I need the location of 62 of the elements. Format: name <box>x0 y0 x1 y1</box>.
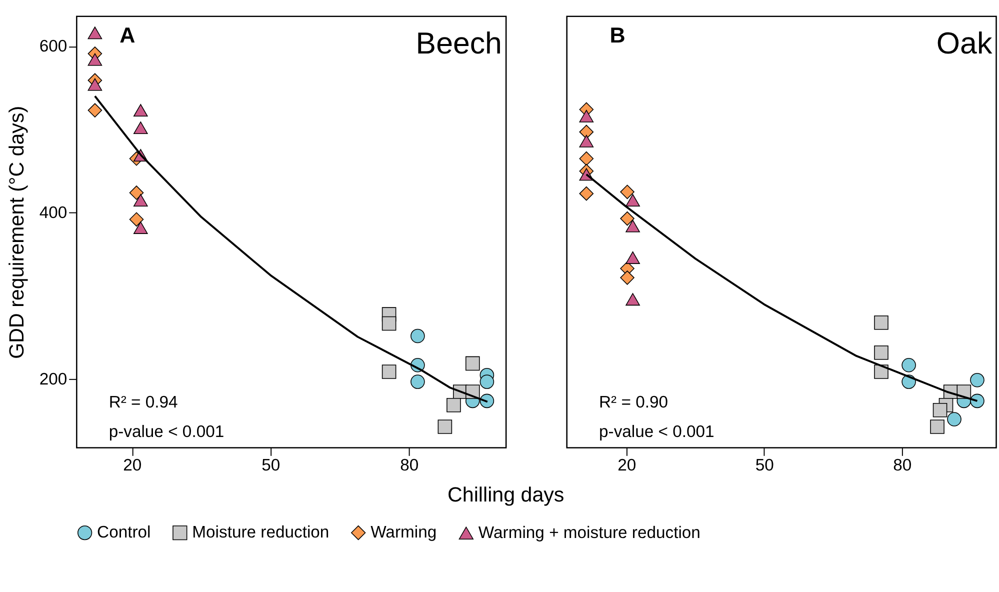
point <box>410 374 425 389</box>
legend-label: Warming <box>370 522 437 542</box>
annotation: A <box>120 22 136 48</box>
point <box>129 186 144 200</box>
point <box>410 328 425 344</box>
x-tick-label: 80 <box>400 456 419 475</box>
point <box>626 251 640 264</box>
point <box>579 151 594 166</box>
point <box>874 364 888 379</box>
point <box>480 374 494 389</box>
annotation: B <box>610 22 626 48</box>
point <box>947 412 962 426</box>
point <box>129 212 144 227</box>
point <box>874 345 888 360</box>
x-tick-label: 20 <box>618 456 636 475</box>
point <box>579 124 594 140</box>
point <box>88 53 102 66</box>
point <box>579 186 594 201</box>
x-axis-title: Chilling days <box>448 483 564 506</box>
legend-label: Moisture reduction <box>192 522 330 542</box>
point <box>465 356 480 371</box>
x-tick-label: 80 <box>893 456 912 475</box>
annotation: p-value < 0.001 <box>108 422 224 441</box>
point <box>620 270 634 285</box>
point <box>932 402 948 418</box>
point <box>382 364 396 379</box>
x-tick-label: 50 <box>262 456 280 475</box>
point <box>579 110 594 122</box>
point <box>626 194 640 206</box>
point <box>620 211 634 226</box>
point <box>133 122 148 134</box>
annotation: p-value < 0.001 <box>599 422 714 441</box>
point <box>902 358 916 372</box>
annotation: R² = 0.90 <box>599 392 668 412</box>
point <box>382 316 396 331</box>
chart-title: Beech <box>416 26 502 60</box>
point <box>930 420 944 434</box>
y-tick-label: 400 <box>39 203 68 222</box>
x-tick-label: 20 <box>123 456 142 475</box>
y-axis-title: GDD requirement (°C days) <box>6 106 29 359</box>
point <box>970 394 984 408</box>
point <box>88 26 102 40</box>
point <box>133 104 148 117</box>
legend-label: Warming + moisture reduction <box>478 523 700 542</box>
point <box>133 221 148 234</box>
y-tick-label: 600 <box>39 36 68 56</box>
y-tick-label: 200 <box>39 370 68 389</box>
point <box>874 316 888 330</box>
point <box>446 398 461 412</box>
chart-title: Oak <box>936 26 993 60</box>
point <box>626 220 640 232</box>
point <box>88 78 102 91</box>
point <box>626 293 640 306</box>
point <box>970 372 984 388</box>
point <box>579 134 594 148</box>
point <box>620 184 634 200</box>
x-tick-label: 50 <box>755 456 774 475</box>
legend-label: Control <box>97 522 151 542</box>
point <box>88 103 102 118</box>
annotation: R² = 0.94 <box>108 392 178 412</box>
point <box>438 420 452 434</box>
point <box>133 194 148 206</box>
